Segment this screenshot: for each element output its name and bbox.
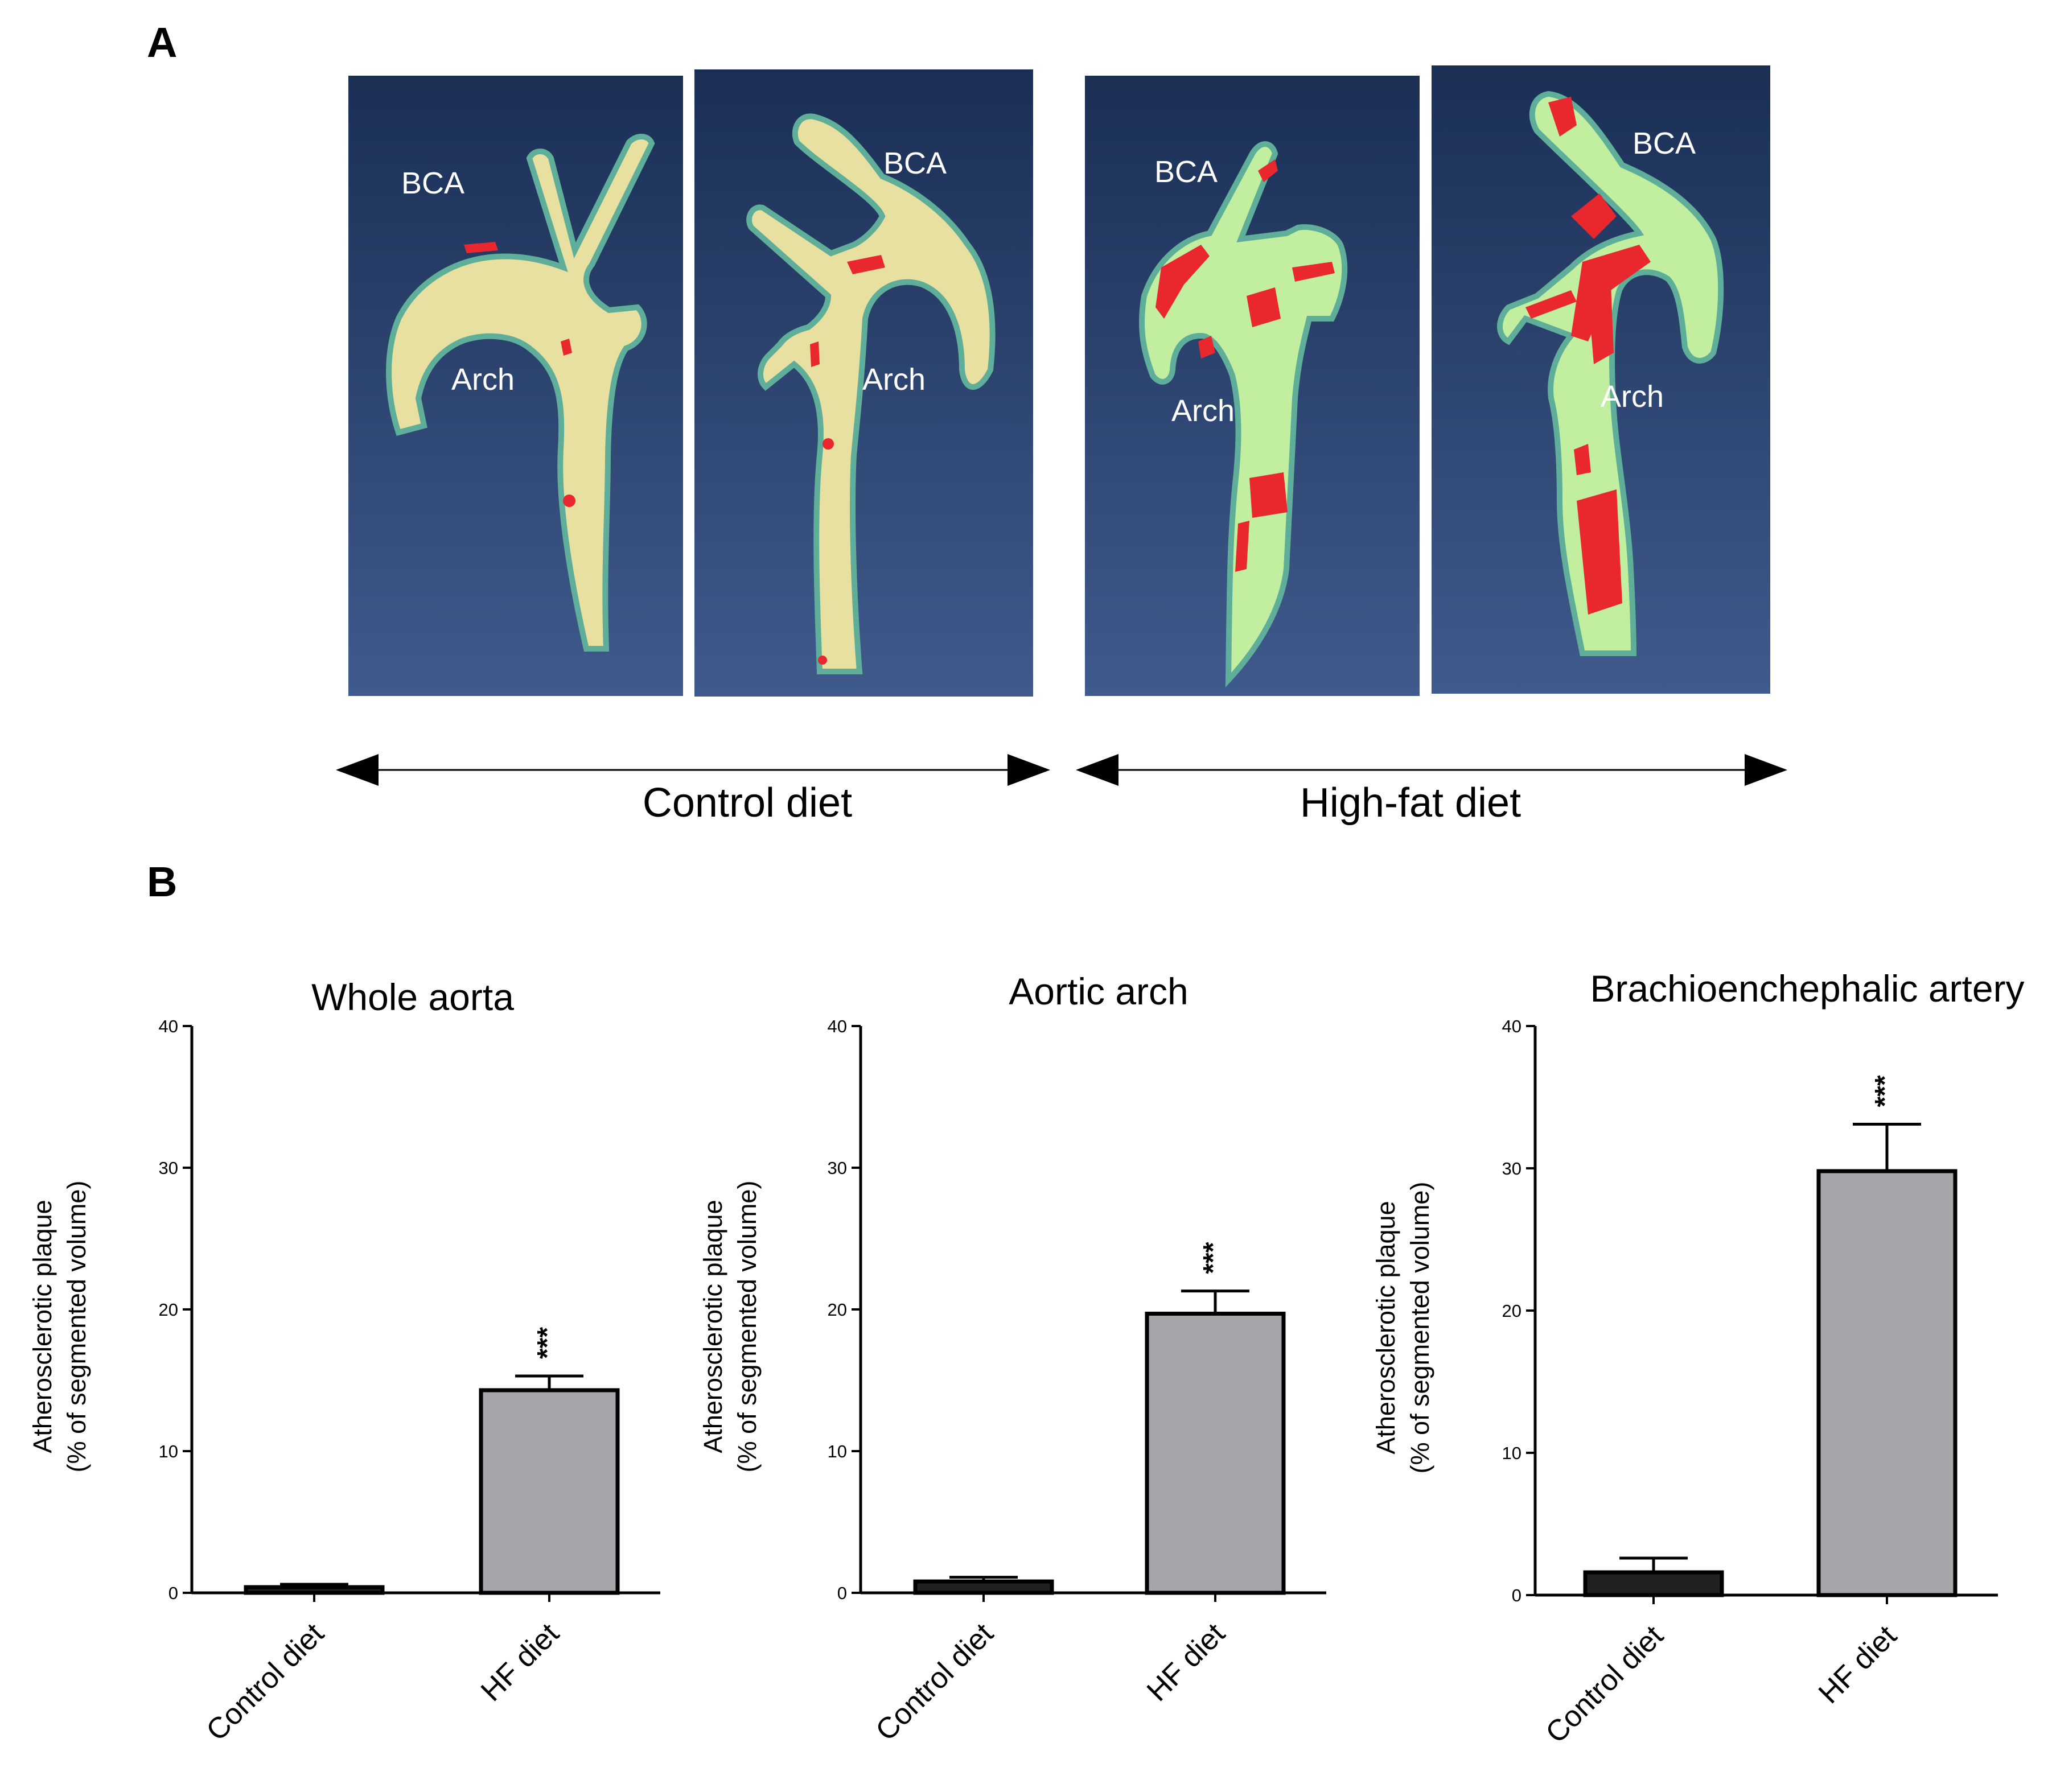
y-tick-label: 20	[1502, 1301, 1521, 1321]
chart-title: Whole aorta	[311, 976, 514, 1018]
y-tick-label: 30	[159, 1158, 178, 1178]
vessel-image-control-2: BCA Arch	[694, 69, 1033, 697]
y-axis-label: (% of segmented volume)	[733, 1181, 762, 1473]
bar-control	[913, 1579, 1054, 1595]
y-axis-label: (% of segmented volume)	[1405, 1182, 1434, 1474]
control-diet-arrow	[336, 754, 1050, 786]
chart-title: Brachioenchephalic artery	[1590, 967, 2024, 1010]
vessel-label-arch: Arch	[1171, 394, 1235, 428]
high-fat-diet-label: High-fat diet	[1300, 780, 1521, 826]
y-tick-label: 10	[1502, 1443, 1521, 1463]
chart-title: Aortic arch	[1009, 970, 1188, 1012]
y-tick-label: 40	[828, 1016, 847, 1036]
category-label: HF diet	[1812, 1619, 1903, 1710]
bar-chart-1: Whole aorta 0 10 20 30 40 Atherosclerotic plaq…	[28, 976, 660, 1748]
y-tick-label: 10	[159, 1441, 178, 1461]
category-label: HF diet	[1141, 1617, 1232, 1708]
y-tick-label: 30	[828, 1158, 847, 1178]
vessel-label-arch: Arch	[862, 362, 926, 397]
y-axis-label: (% of segmented volume)	[62, 1181, 91, 1473]
vessel-label-arch: Arch	[1601, 380, 1664, 414]
bar-hf	[479, 1388, 620, 1595]
y-tick-label: 20	[828, 1300, 847, 1320]
y-axis-label: Atherosclerotic plaque	[698, 1200, 727, 1453]
significance-marker: ***	[1198, 1242, 1228, 1274]
y-tick-label: 10	[828, 1441, 847, 1461]
y-tick-label: 40	[1502, 1016, 1521, 1036]
control-diet-label: Control diet	[643, 780, 852, 826]
vessel-label-bca: BCA	[883, 146, 947, 180]
vessel-label-bca: BCA	[1154, 155, 1218, 189]
y-tick-label: 0	[837, 1583, 847, 1603]
bar-chart-2: Aortic arch 0 10 20 30 40 Atherosclerotic plaq…	[698, 970, 1326, 1748]
vessel-render	[746, 113, 996, 674]
y-axis-label: Atherosclerotic plaque	[28, 1200, 57, 1453]
high-fat-diet-arrow	[1076, 754, 1787, 786]
vessel-image-control-1: BCA Arch	[348, 76, 683, 696]
category-label: Control diet	[1539, 1619, 1669, 1749]
bar-chart-3: Brachioenchephalic artery 0 10 20 30 40 Athero…	[1371, 967, 2025, 1750]
vessel-render	[1497, 90, 1724, 656]
bar-control	[244, 1585, 385, 1595]
vessel-render	[386, 134, 655, 652]
bar-charts: Whole aorta 0 10 20 30 40 Atherosclerotic plaq…	[28, 967, 2025, 1750]
y-tick-label: 40	[159, 1016, 178, 1036]
significance-marker: ***	[1870, 1075, 1900, 1107]
category-label: HF diet	[475, 1617, 566, 1708]
vessel-image-hf-1: BCA Arch	[1085, 76, 1420, 696]
y-tick-label: 0	[1512, 1585, 1521, 1605]
category-label: Control diet	[869, 1617, 1000, 1747]
bar-hf	[1816, 1169, 1958, 1597]
vessel-label-bca: BCA	[1632, 126, 1696, 160]
significance-marker: ***	[532, 1327, 562, 1359]
panel-b-letter: B	[147, 858, 177, 905]
vessel-label-arch: Arch	[451, 362, 515, 397]
y-tick-label: 0	[168, 1583, 178, 1603]
y-tick-label: 30	[1502, 1159, 1521, 1179]
category-label: Control diet	[200, 1617, 330, 1747]
vessel-label-bca: BCA	[401, 166, 464, 200]
panel-a-letter: A	[147, 19, 177, 66]
y-axis-label: Atherosclerotic plaque	[1371, 1201, 1400, 1454]
vessel-render	[1139, 141, 1348, 687]
vessel-image-hf-2: BCA Arch	[1432, 65, 1770, 694]
bar-control	[1583, 1570, 1724, 1597]
bar-hf	[1145, 1311, 1286, 1595]
y-tick-label: 20	[159, 1300, 178, 1320]
